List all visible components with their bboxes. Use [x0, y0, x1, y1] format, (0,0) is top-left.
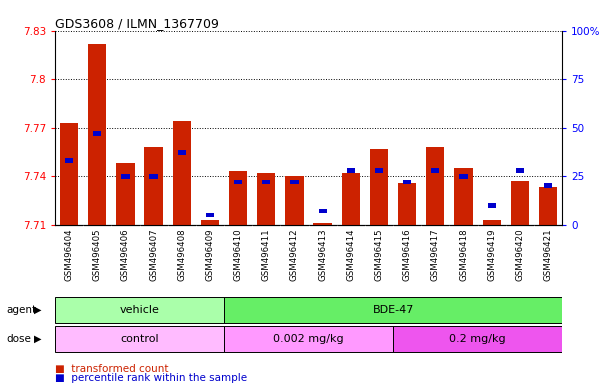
- Text: GSM496412: GSM496412: [290, 228, 299, 281]
- Bar: [346, 168, 355, 173]
- Text: GSM496417: GSM496417: [431, 228, 440, 281]
- Text: agent: agent: [6, 305, 36, 315]
- Bar: [144, 147, 163, 225]
- Bar: [173, 121, 191, 225]
- Bar: [224, 297, 562, 323]
- Bar: [178, 151, 186, 155]
- Text: GSM496407: GSM496407: [149, 228, 158, 281]
- Text: GSM496415: GSM496415: [375, 228, 384, 281]
- Bar: [544, 184, 552, 188]
- Bar: [511, 181, 529, 225]
- Text: GSM496405: GSM496405: [93, 228, 102, 281]
- Text: BDE-47: BDE-47: [372, 305, 414, 315]
- Bar: [459, 174, 467, 179]
- Text: GSM496420: GSM496420: [515, 228, 524, 281]
- Bar: [318, 209, 327, 214]
- Bar: [65, 158, 73, 163]
- Bar: [122, 174, 130, 179]
- Bar: [426, 147, 444, 225]
- Text: GSM496419: GSM496419: [487, 228, 496, 281]
- Text: GSM496416: GSM496416: [403, 228, 412, 281]
- Text: ■  percentile rank within the sample: ■ percentile rank within the sample: [55, 373, 247, 383]
- Bar: [93, 131, 101, 136]
- Bar: [290, 180, 299, 184]
- Bar: [234, 180, 242, 184]
- Bar: [88, 44, 106, 225]
- Bar: [370, 149, 388, 225]
- Text: GSM496414: GSM496414: [346, 228, 356, 281]
- Bar: [516, 168, 524, 173]
- Bar: [375, 168, 383, 173]
- Text: ▶: ▶: [34, 334, 41, 344]
- Bar: [60, 123, 78, 225]
- Bar: [488, 203, 496, 208]
- Text: control: control: [120, 334, 159, 344]
- Bar: [539, 187, 557, 225]
- Bar: [342, 173, 360, 225]
- Bar: [257, 173, 276, 225]
- Bar: [201, 220, 219, 225]
- Text: GSM496410: GSM496410: [233, 228, 243, 281]
- Text: GSM496409: GSM496409: [205, 228, 214, 281]
- Text: GSM496411: GSM496411: [262, 228, 271, 281]
- Bar: [262, 180, 271, 184]
- Text: vehicle: vehicle: [120, 305, 159, 315]
- Text: GSM496408: GSM496408: [177, 228, 186, 281]
- Bar: [403, 180, 411, 184]
- Bar: [116, 163, 134, 225]
- Bar: [55, 297, 224, 323]
- Text: dose: dose: [6, 334, 31, 344]
- Bar: [313, 223, 332, 225]
- Bar: [483, 220, 501, 225]
- Bar: [224, 326, 393, 352]
- Bar: [206, 212, 214, 217]
- Text: GSM496418: GSM496418: [459, 228, 468, 281]
- Text: 0.2 mg/kg: 0.2 mg/kg: [449, 334, 506, 344]
- Text: ■  transformed count: ■ transformed count: [55, 364, 169, 374]
- Text: GSM496421: GSM496421: [544, 228, 552, 281]
- Text: GSM496413: GSM496413: [318, 228, 327, 281]
- Bar: [150, 174, 158, 179]
- Bar: [431, 168, 439, 173]
- Bar: [285, 176, 304, 225]
- Text: GDS3608 / ILMN_1367709: GDS3608 / ILMN_1367709: [55, 17, 219, 30]
- Bar: [55, 326, 224, 352]
- Text: ▶: ▶: [34, 305, 41, 315]
- Bar: [393, 326, 562, 352]
- Bar: [229, 171, 247, 225]
- Text: 0.002 mg/kg: 0.002 mg/kg: [273, 334, 344, 344]
- Text: GSM496406: GSM496406: [121, 228, 130, 281]
- Bar: [398, 183, 416, 225]
- Text: GSM496404: GSM496404: [65, 228, 73, 281]
- Bar: [455, 168, 473, 225]
